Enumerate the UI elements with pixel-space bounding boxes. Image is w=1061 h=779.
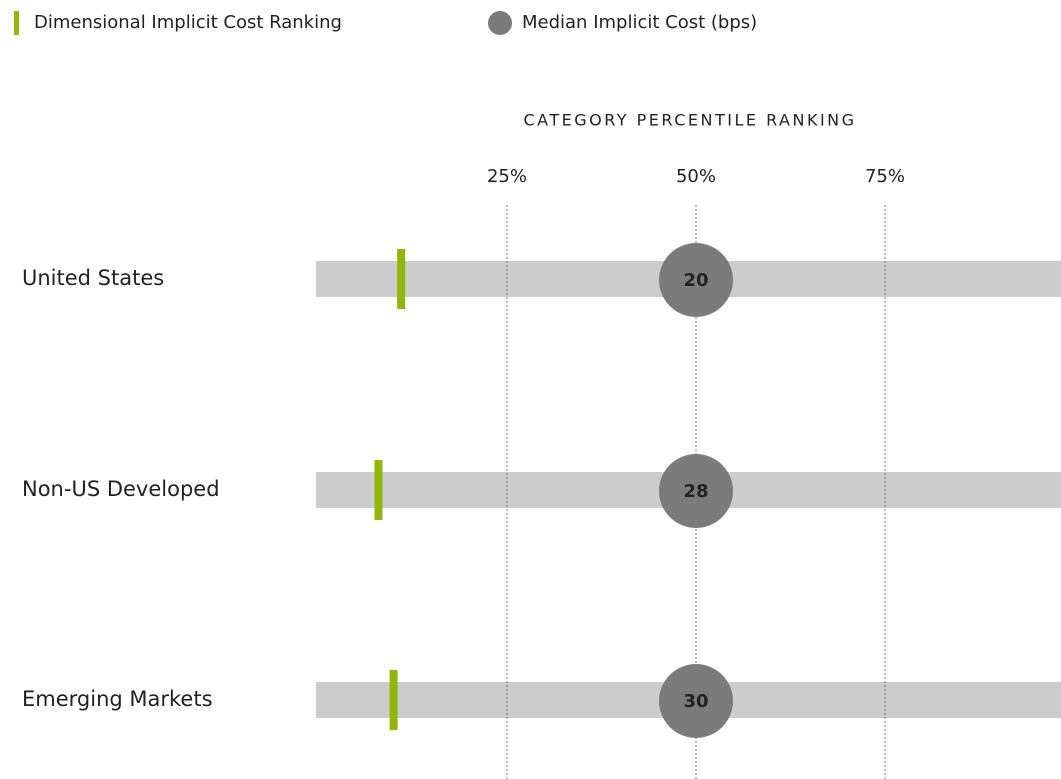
legend-swatch (488, 11, 512, 35)
legend-label: Median Implicit Cost (bps) (522, 12, 757, 33)
category-label: Non-US Developed (22, 477, 220, 501)
median-marker (659, 664, 733, 738)
median-marker (659, 454, 733, 528)
legend-swatch (14, 11, 19, 35)
median-label: 30 (683, 691, 708, 712)
x-tick-label: 75% (865, 166, 905, 187)
axis-title: CATEGORY PERCENTILE RANKING (523, 111, 856, 130)
ranking-marker (389, 670, 398, 730)
median-marker (659, 243, 733, 317)
ranking-marker (374, 460, 383, 520)
legend-label: Dimensional Implicit Cost Ranking (34, 12, 342, 33)
ranking-marker (397, 249, 406, 309)
median-label: 20 (683, 270, 708, 291)
median-label: 28 (683, 481, 708, 502)
category-label: United States (22, 266, 164, 290)
x-tick-label: 50% (676, 166, 716, 187)
category-label: Emerging Markets (22, 687, 213, 711)
x-tick-label: 25% (487, 166, 527, 187)
